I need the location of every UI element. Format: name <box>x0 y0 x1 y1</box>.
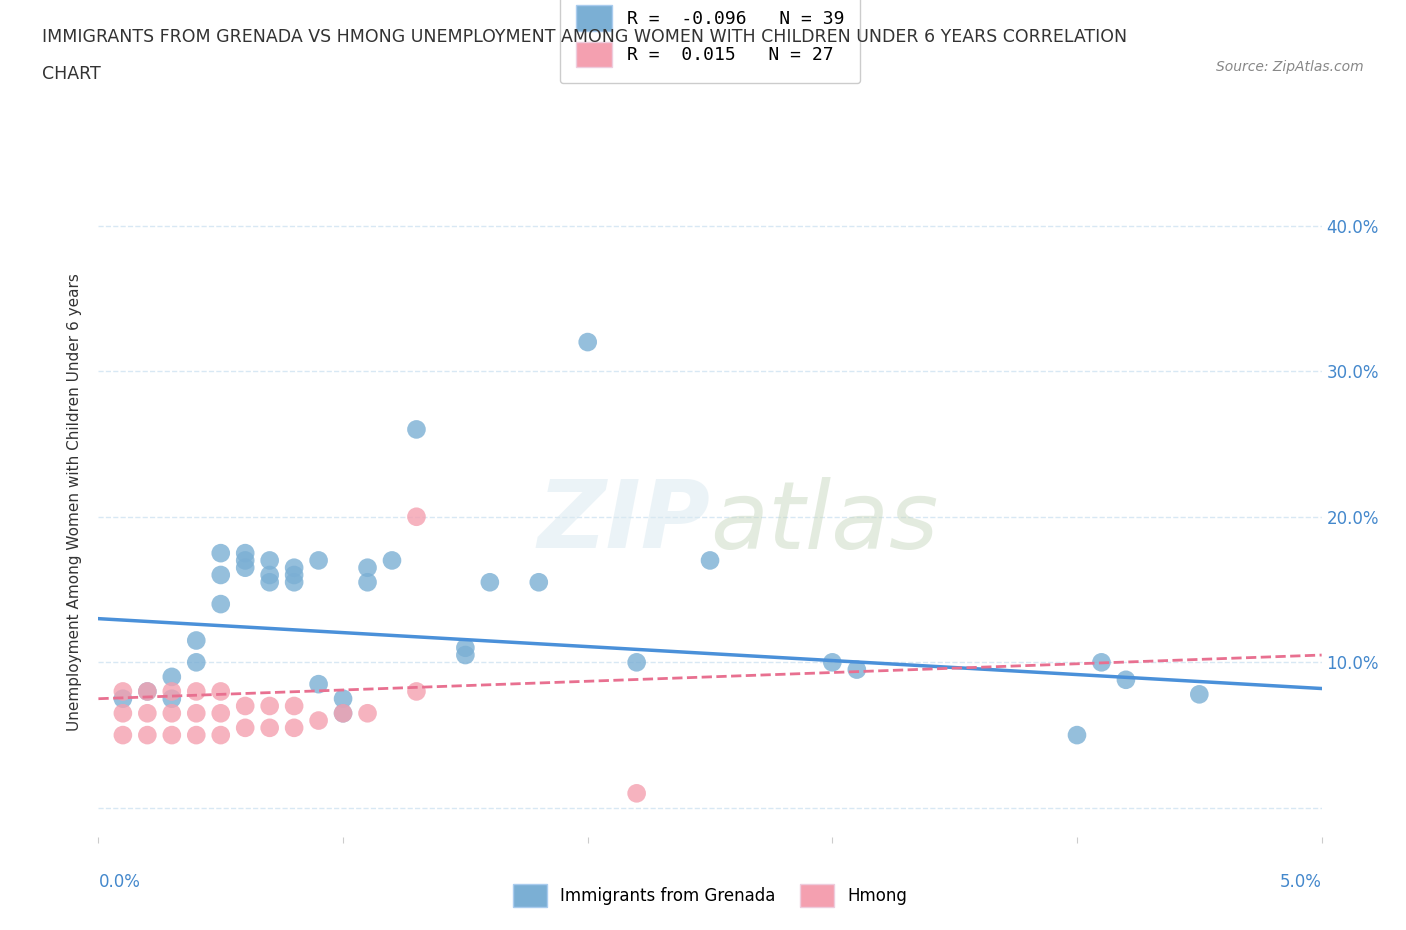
Point <box>111 706 134 721</box>
Text: 5.0%: 5.0% <box>1279 873 1322 891</box>
Point <box>283 560 305 575</box>
Point <box>356 560 378 575</box>
Point <box>160 727 183 742</box>
Point <box>209 684 232 698</box>
Point <box>259 567 281 582</box>
Point <box>136 684 159 698</box>
Point <box>332 706 354 721</box>
Point <box>259 575 281 590</box>
Point <box>186 684 208 698</box>
Point <box>478 575 501 590</box>
Point <box>209 706 232 721</box>
Point <box>381 553 404 568</box>
Point <box>527 575 550 590</box>
Point <box>576 335 599 350</box>
Point <box>356 575 378 590</box>
Point <box>1066 727 1088 742</box>
Point <box>283 698 305 713</box>
Point <box>186 727 208 742</box>
Point <box>136 706 159 721</box>
Point <box>1188 687 1211 702</box>
Point <box>283 567 305 582</box>
Point <box>259 721 281 736</box>
Point <box>454 641 477 656</box>
Point <box>405 510 427 525</box>
Point <box>405 422 427 437</box>
Point <box>186 633 208 648</box>
Point <box>1090 655 1112 670</box>
Legend: Immigrants from Grenada, Hmong: Immigrants from Grenada, Hmong <box>505 875 915 916</box>
Point <box>160 691 183 706</box>
Point <box>186 655 208 670</box>
Point <box>845 662 868 677</box>
Point <box>626 786 648 801</box>
Point <box>283 575 305 590</box>
Point <box>209 567 232 582</box>
Point <box>160 684 183 698</box>
Point <box>283 721 305 736</box>
Point <box>259 698 281 713</box>
Point <box>111 684 134 698</box>
Point <box>454 647 477 662</box>
Point <box>209 727 232 742</box>
Point <box>136 727 159 742</box>
Point <box>136 684 159 698</box>
Point <box>332 691 354 706</box>
Point <box>1115 672 1137 687</box>
Point <box>626 655 648 670</box>
Point <box>111 691 134 706</box>
Point <box>186 706 208 721</box>
Point <box>699 553 721 568</box>
Point <box>233 546 256 561</box>
Text: 0.0%: 0.0% <box>98 873 141 891</box>
Text: atlas: atlas <box>710 477 938 568</box>
Point <box>233 553 256 568</box>
Point <box>405 684 427 698</box>
Point <box>160 670 183 684</box>
Point <box>821 655 844 670</box>
Text: CHART: CHART <box>42 65 101 83</box>
Point <box>259 553 281 568</box>
Point <box>308 677 330 692</box>
Point <box>356 706 378 721</box>
Point <box>233 560 256 575</box>
Point <box>332 706 354 721</box>
Point <box>160 706 183 721</box>
Text: IMMIGRANTS FROM GRENADA VS HMONG UNEMPLOYMENT AMONG WOMEN WITH CHILDREN UNDER 6 : IMMIGRANTS FROM GRENADA VS HMONG UNEMPLO… <box>42 28 1128 46</box>
Point <box>308 553 330 568</box>
Y-axis label: Unemployment Among Women with Children Under 6 years: Unemployment Among Women with Children U… <box>67 273 83 731</box>
Text: ZIP: ZIP <box>537 476 710 568</box>
Point <box>209 546 232 561</box>
Point <box>233 698 256 713</box>
Point <box>233 721 256 736</box>
Point <box>308 713 330 728</box>
Point <box>111 727 134 742</box>
Text: Source: ZipAtlas.com: Source: ZipAtlas.com <box>1216 60 1364 74</box>
Point <box>209 597 232 612</box>
